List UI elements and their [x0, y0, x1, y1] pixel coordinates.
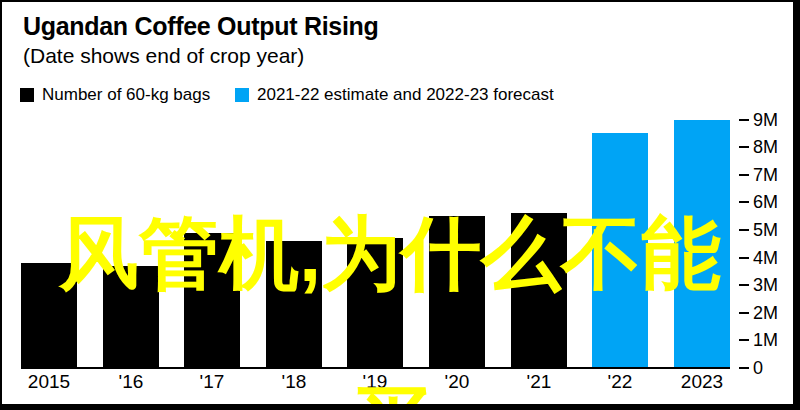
x-tick-label: '16 [89, 371, 173, 393]
y-tick-mark [739, 174, 749, 176]
y-tick-label: 0 [753, 358, 791, 378]
x-tick-label: 2015 [7, 371, 91, 393]
chart-frame: Ugandan Coffee Output Rising (Date shows… [0, 0, 800, 410]
y-tick-mark [739, 284, 749, 286]
y-tick-mark [739, 367, 749, 369]
y-tick-label: 3M [753, 275, 791, 295]
y-tick-mark [739, 339, 749, 341]
y-tick-label: 4M [753, 248, 791, 268]
bar-19 [347, 238, 403, 368]
y-tick-mark [739, 119, 749, 121]
y-tick-mark [739, 146, 749, 148]
y-tick-mark [739, 201, 749, 203]
y-tick-mark [739, 312, 749, 314]
chart-canvas: Ugandan Coffee Output Rising (Date shows… [2, 2, 793, 404]
y-tick-label: 5M [753, 220, 791, 240]
bar-22 [592, 133, 648, 368]
bar-2023 [674, 120, 730, 368]
bar-20 [429, 216, 485, 368]
x-tick-label: '20 [415, 371, 499, 393]
y-tick-label: 8M [753, 137, 791, 157]
x-tick-label: '18 [252, 371, 336, 393]
bar-21 [511, 213, 567, 368]
y-tick-label: 6M [753, 192, 791, 212]
y-tick-mark [739, 229, 749, 231]
x-axis-line [21, 367, 730, 369]
y-tick-label: 1M [753, 330, 791, 350]
bar-18 [266, 241, 322, 368]
x-tick-label: '21 [497, 371, 581, 393]
bar-17 [184, 233, 240, 368]
y-tick-label: 9M [753, 110, 791, 130]
bar-chart: 2015'16'17'18'19'20'21'222023 0 1M 2M 3M 4M 5M… [2, 2, 793, 404]
y-tick-label: 7M [753, 165, 791, 185]
x-tick-label: 2023 [660, 371, 744, 393]
bar-16 [103, 266, 159, 368]
x-tick-label: '19 [333, 371, 417, 393]
x-tick-label: '22 [578, 371, 662, 393]
bar-2015 [21, 263, 77, 368]
y-tick-mark [739, 257, 749, 259]
x-tick-label: '17 [170, 371, 254, 393]
y-tick-label: 2M [753, 303, 791, 323]
